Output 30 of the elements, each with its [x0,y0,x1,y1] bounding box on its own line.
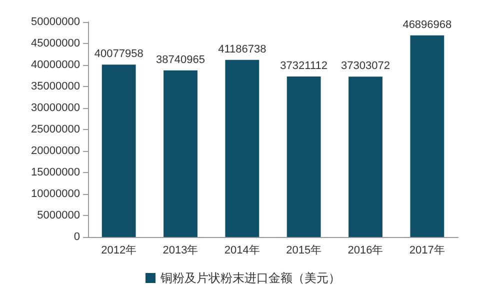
y-tick-label: 40000000 [31,59,80,71]
y-tick-label: 30000000 [31,102,80,114]
y-tick-label: 35000000 [31,80,80,92]
bar [286,76,321,237]
y-tick-label: 0 [74,231,80,243]
data-label: 37321112 [280,60,328,72]
bar [102,64,136,237]
data-label: 41186738 [218,43,266,56]
x-tick-label: 2012年 [101,244,137,256]
data-label: 38740965 [156,54,205,66]
x-tick-label: 2013年 [162,244,198,256]
legend-label: 铜粉及片状粉末进口金额（美元） [160,271,340,285]
y-tick-label: 5000000 [37,210,80,222]
x-tick-label: 2015年 [286,244,322,256]
y-tick-label: 25000000 [31,124,80,136]
x-tick-label: 2016年 [348,244,384,256]
x-tick-label: 2017年 [409,244,445,256]
y-tick-label: 45000000 [31,38,80,50]
bar [164,70,198,237]
y-tick-label: 15000000 [31,166,80,178]
data-label: 40077958 [94,48,144,60]
data-label: 46896968 [402,18,452,31]
y-tick-label: 10000000 [31,188,80,200]
bar [410,35,444,237]
y-tick-label: 20000000 [31,145,80,157]
bar [348,76,382,237]
y-tick-label: 50000000 [31,16,80,28]
data-label: 37303072 [341,60,390,72]
x-tick-label: 2014年 [224,244,260,256]
bar [225,60,260,237]
